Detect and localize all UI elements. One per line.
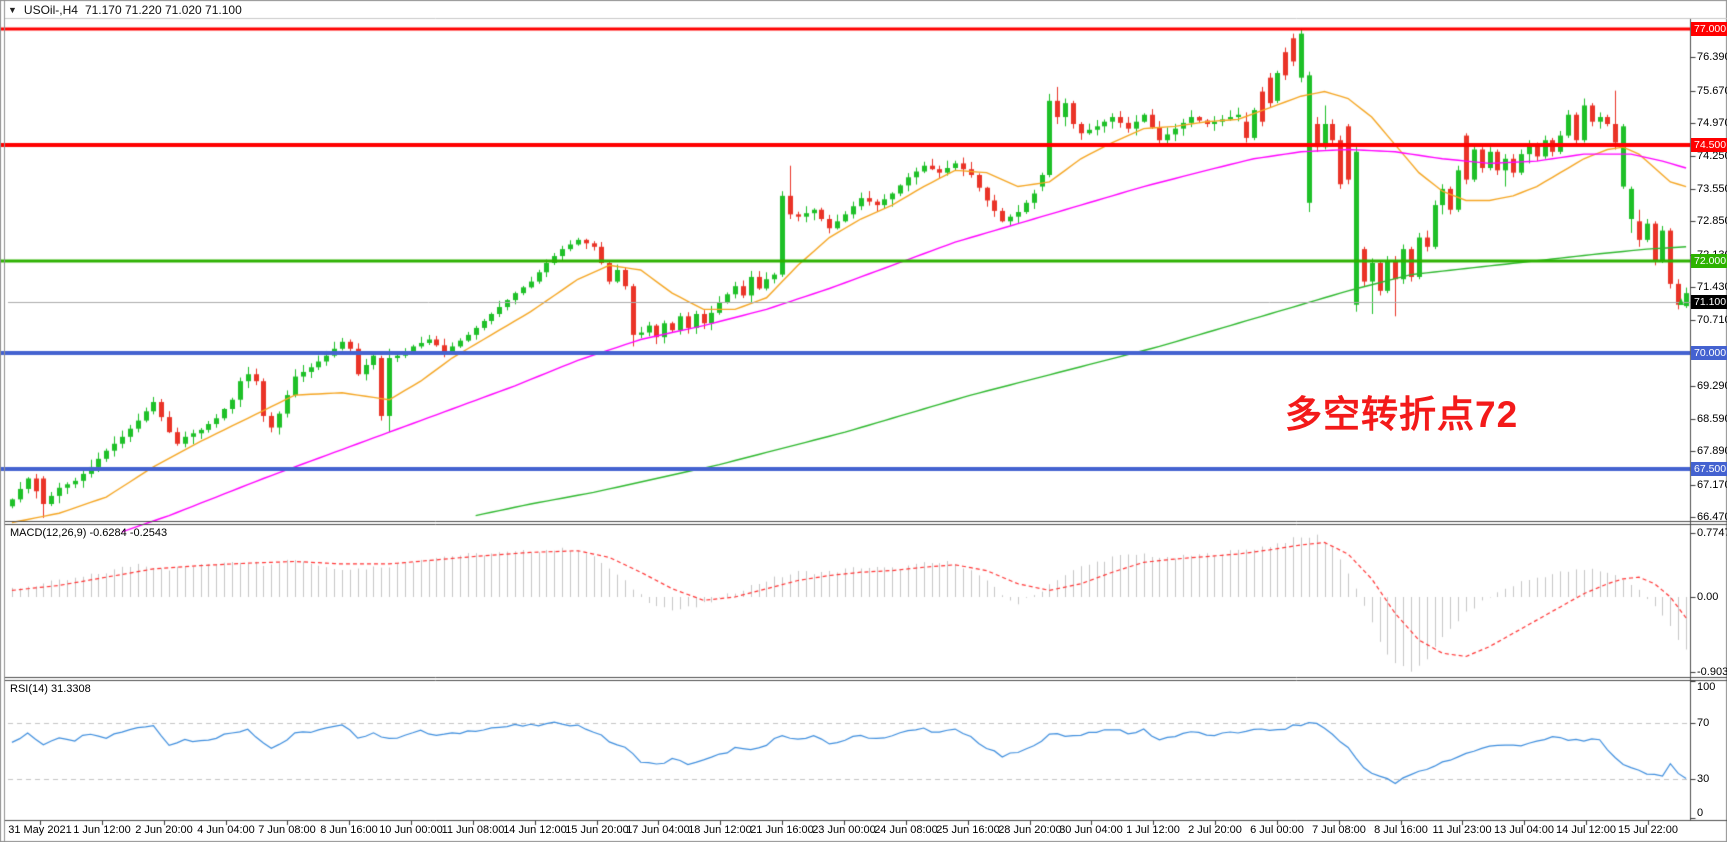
- ohlc-values: 71.170 71.220 71.020 71.100: [84, 2, 242, 17]
- annotation-text: 多空转折点72: [1285, 394, 1519, 435]
- symbol-dropdown-icon[interactable]: ▼: [8, 4, 17, 15]
- macd-indicator-label: MACD(12,26,9) -0.6284 -0.2543: [10, 527, 168, 539]
- rsi-indicator-label: RSI(14) 31.3308: [10, 683, 91, 695]
- chart-title-bar: ▼ USOil-,H4 71.170 71.220 71.020 71.100: [8, 2, 242, 17]
- symbol-period-label: USOil-,H4: [23, 2, 78, 17]
